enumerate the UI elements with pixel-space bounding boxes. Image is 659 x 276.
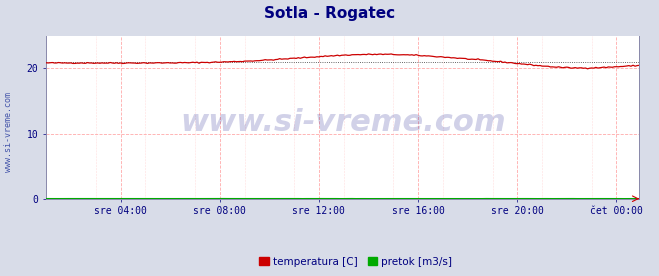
Text: Sotla - Rogatec: Sotla - Rogatec <box>264 6 395 20</box>
Legend: temperatura [C], pretok [m3/s]: temperatura [C], pretok [m3/s] <box>255 253 457 271</box>
Text: www.si-vreme.com: www.si-vreme.com <box>180 108 505 137</box>
Text: www.si-vreme.com: www.si-vreme.com <box>4 92 13 172</box>
